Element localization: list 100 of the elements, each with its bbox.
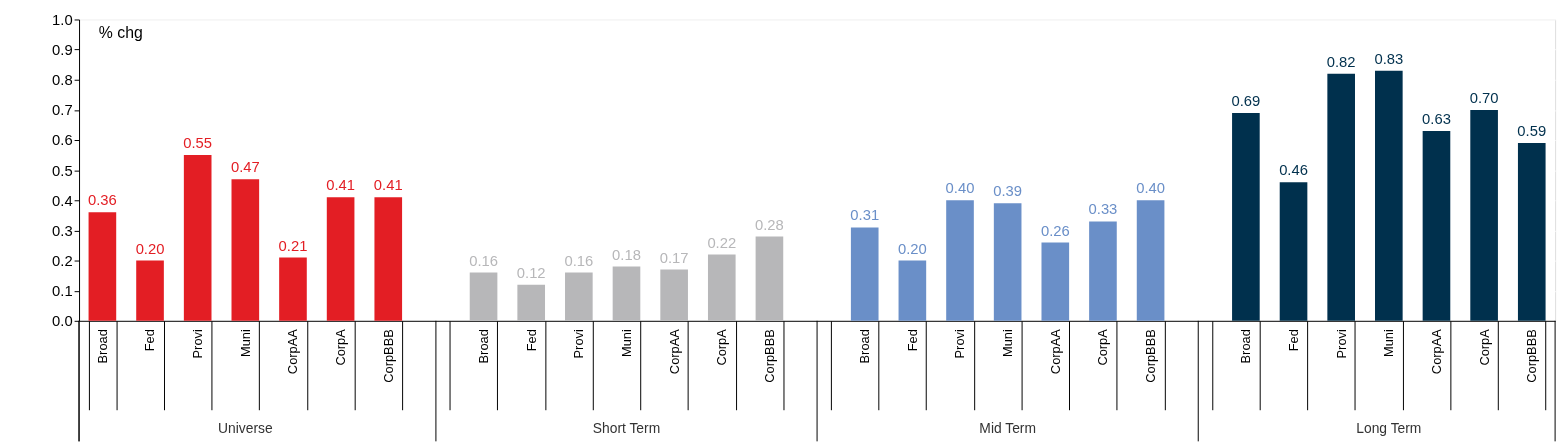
- bar: [517, 284, 546, 321]
- text: Short Term: [592, 420, 661, 437]
- bar: [946, 200, 974, 321]
- bar: [1279, 182, 1308, 321]
- text: 0.82: [1326, 53, 1356, 70]
- bar: [565, 272, 593, 321]
- bar: [374, 197, 403, 321]
- bar: [326, 197, 355, 321]
- x-tick-label: CorpA: [1476, 328, 1492, 366]
- x-tick-label: CorpAA: [1047, 328, 1063, 375]
- text: 0.59: [1517, 123, 1547, 140]
- annotation: % chg: [98, 24, 143, 42]
- bar: [1136, 200, 1165, 321]
- text: 0.28: [755, 216, 784, 233]
- text: 0.69: [1231, 92, 1261, 109]
- text: 0.40: [945, 180, 975, 197]
- x-tick-label: Provi: [190, 329, 206, 359]
- bar: [136, 260, 164, 321]
- bar: [1089, 221, 1117, 321]
- x-tick-label: Fed: [904, 329, 920, 352]
- text: 0.41: [373, 177, 403, 194]
- text: 0.55: [183, 135, 213, 152]
- x-tick-label: Provi: [571, 329, 587, 359]
- bar: [279, 257, 307, 321]
- text: Universe: [218, 420, 273, 437]
- y-tick-label: 0.0: [52, 313, 73, 330]
- text: 0.20: [897, 240, 927, 257]
- x-tick-label: Broad: [94, 329, 110, 364]
- x-tick-label: CorpBBB: [380, 329, 396, 383]
- x-tick-label: CorpBBB: [1143, 329, 1159, 383]
- x-tick-label: CorpAA: [666, 328, 682, 375]
- text: 0.22: [707, 234, 737, 251]
- x-tick-label: CorpBBB: [1524, 329, 1540, 383]
- x-tick-label: CorpAA: [1428, 328, 1444, 375]
- y-tick-label: 0.6: [52, 132, 73, 149]
- y-tick-label: 0.8: [52, 72, 73, 89]
- text: 0.20: [135, 240, 165, 257]
- y-tick-label: 0.5: [52, 162, 73, 179]
- bar: [1041, 242, 1070, 321]
- text: 0.16: [564, 252, 594, 269]
- x-tick-label: Muni: [1000, 329, 1016, 358]
- text: 0.41: [326, 177, 356, 194]
- text: 0.18: [612, 246, 641, 263]
- y-tick-label: 1.0: [52, 11, 73, 28]
- x-tick-label: Provi: [1333, 329, 1349, 359]
- text: 0.63: [1422, 111, 1451, 128]
- y-tick-label: 0.2: [52, 252, 73, 269]
- bar: [1517, 143, 1546, 321]
- x-tick-label: CorpA: [714, 328, 730, 366]
- bar: [1422, 130, 1451, 321]
- y-tick-label: 0.1: [52, 283, 73, 300]
- x-tick-label: CorpAA: [285, 328, 301, 375]
- bar: [707, 254, 736, 321]
- bar: [755, 236, 784, 321]
- bar: [231, 179, 260, 321]
- y-tick-label: 0.4: [52, 192, 73, 209]
- bar: [1327, 73, 1355, 321]
- text: 0.39: [993, 183, 1023, 200]
- text: 0.46: [1279, 162, 1308, 179]
- bar: [183, 155, 212, 321]
- x-tick-label: Muni: [1381, 329, 1397, 358]
- text: 0.83: [1374, 50, 1404, 67]
- x-tick-label: Broad: [857, 329, 873, 364]
- bar: [1232, 112, 1260, 321]
- bar: [850, 227, 879, 321]
- text: Mid Term: [979, 420, 1036, 437]
- x-tick-label: CorpA: [333, 328, 349, 366]
- x-tick-label: CorpBBB: [761, 329, 777, 383]
- bar: [660, 269, 688, 321]
- x-tick-label: Muni: [237, 329, 253, 358]
- text: 0.40: [1136, 180, 1165, 197]
- y-tick-label: 0.3: [52, 222, 73, 239]
- bar: [993, 203, 1022, 321]
- x-tick-label: Fed: [142, 329, 158, 352]
- text: 0.26: [1040, 222, 1070, 239]
- x-tick-label: CorpA: [1095, 328, 1111, 366]
- x-tick-label: Fed: [1285, 329, 1301, 352]
- bar: [898, 260, 927, 321]
- text: 0.70: [1469, 89, 1499, 106]
- text: 0.17: [659, 249, 689, 266]
- y-tick-label: 0.7: [52, 102, 73, 119]
- text: Long Term: [1356, 420, 1422, 437]
- text: 0.16: [469, 252, 498, 269]
- text: 0.21: [278, 237, 308, 254]
- x-tick-label: Broad: [476, 329, 491, 364]
- x-tick-label: Fed: [523, 329, 539, 352]
- y-tick-label: 0.9: [52, 42, 73, 59]
- bar: [469, 272, 498, 321]
- text: 0.47: [230, 159, 260, 176]
- text: 0.33: [1088, 201, 1118, 218]
- text: 0.36: [87, 192, 117, 209]
- bar: [612, 266, 641, 321]
- bar: [88, 212, 117, 321]
- text: 0.31: [850, 207, 880, 224]
- x-tick-label: Provi: [952, 329, 968, 359]
- x-tick-label: Broad: [1238, 329, 1254, 364]
- bar: [1470, 109, 1498, 321]
- text: 0.12: [516, 264, 546, 281]
- x-tick-label: Muni: [618, 329, 634, 358]
- bar: [1375, 70, 1403, 321]
